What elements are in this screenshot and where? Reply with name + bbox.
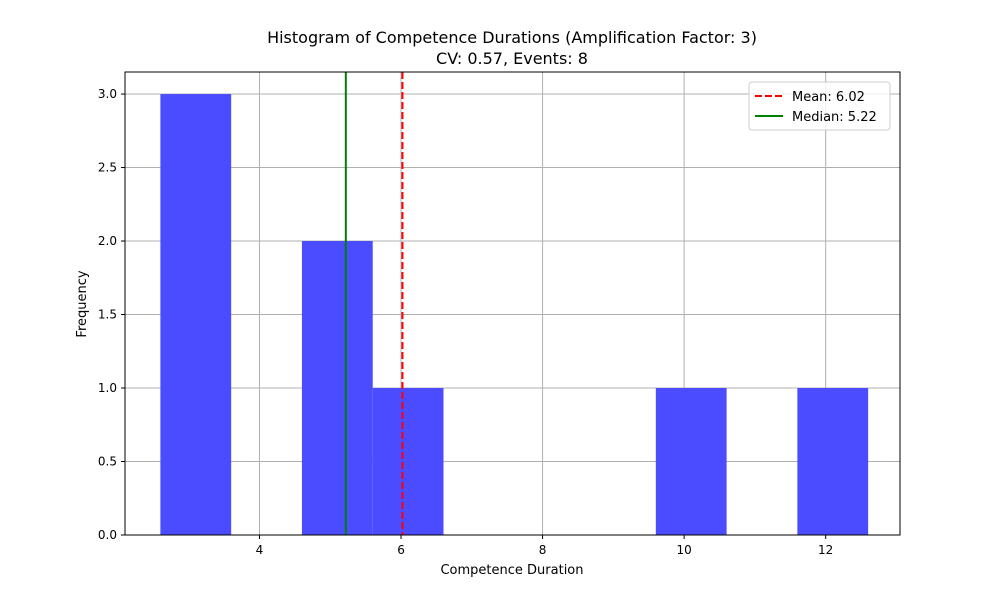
chart-subtitle: CV: 0.57, Events: 8 — [436, 49, 588, 68]
x-tick-label: 6 — [397, 543, 405, 557]
legend: Mean: 6.02 Median: 5.22 — [748, 81, 891, 131]
histogram-bar — [160, 94, 232, 536]
grid-lines — [125, 72, 900, 536]
x-tick-label: 4 — [256, 543, 264, 557]
legend-label: Median: 5.22 — [792, 110, 877, 125]
x-axis-ticks: 4 6 8 10 12 — [256, 535, 833, 557]
histogram-bar — [797, 388, 869, 535]
x-axis-label: Competence Duration — [440, 563, 583, 578]
y-axis-ticks: 0.0 0.5 1.0 1.5 2.0 2.5 3.0 — [98, 87, 125, 542]
legend-box — [748, 81, 891, 131]
y-tick-label: 0.0 — [98, 528, 117, 542]
stat-lines — [344, 72, 404, 535]
histogram-bar — [655, 388, 727, 535]
x-tick-label: 12 — [818, 543, 833, 557]
y-tick-label: 0.5 — [98, 455, 117, 469]
legend-label: Mean: 6.02 — [792, 90, 865, 105]
y-axis-label: Frequency — [75, 270, 90, 337]
histogram-bar — [372, 388, 444, 535]
histogram-bar — [301, 241, 373, 536]
y-tick-label: 1.5 — [98, 308, 117, 322]
y-tick-label: 3.0 — [98, 87, 117, 101]
y-tick-label: 2.0 — [98, 234, 117, 248]
y-tick-label: 1.0 — [98, 381, 117, 395]
histogram-bars — [160, 94, 869, 536]
plot-frame — [124, 71, 901, 536]
chart-title: Histogram of Competence Durations (Ampli… — [267, 28, 757, 47]
y-tick-label: 2.5 — [98, 161, 117, 175]
x-tick-label: 10 — [676, 543, 691, 557]
x-tick-label: 8 — [539, 543, 547, 557]
